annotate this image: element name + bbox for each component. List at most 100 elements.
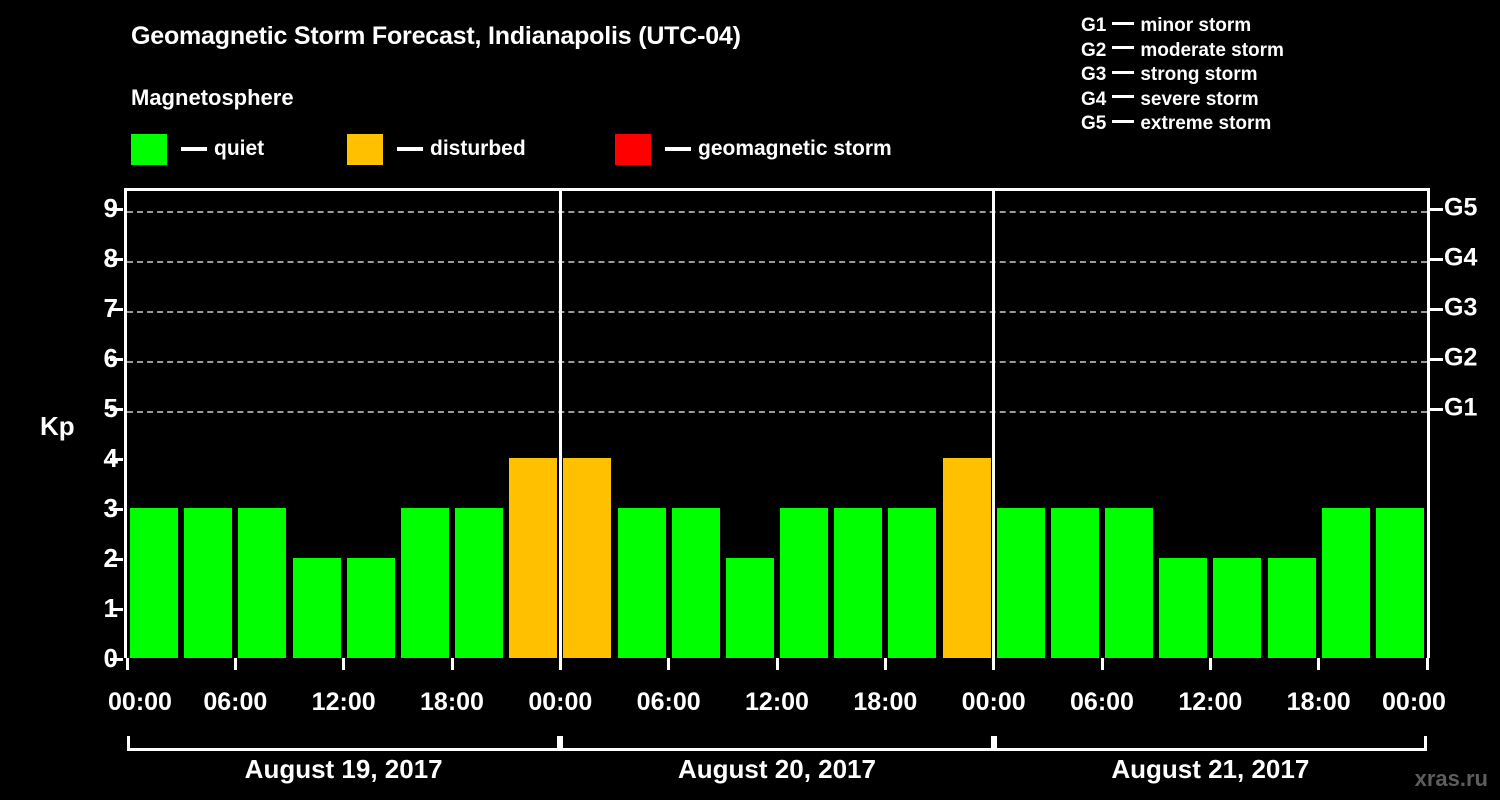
y-tick-4	[110, 458, 123, 461]
y-tick-0	[110, 658, 123, 661]
bar	[563, 458, 612, 658]
day-label-1: August 19, 2017	[244, 754, 443, 784]
legend-dash-icon	[665, 147, 691, 151]
legend-swatch-geomagnetic-storm	[615, 133, 651, 165]
day-bracket-2	[560, 736, 994, 751]
legend-item-disturbed: disturbed	[347, 133, 526, 165]
g-legend-code: G4	[1081, 88, 1107, 110]
g-tick-label-g1: G1	[1444, 393, 1478, 422]
g-legend-desc: minor storm	[1140, 15, 1252, 36]
g-legend-code: G3	[1081, 64, 1107, 85]
x-tick-8	[992, 658, 996, 670]
y-axis-label: Kp	[40, 411, 75, 441]
day-bracket-3	[993, 736, 1427, 751]
day-labels: August 19, 2017 August 20, 2017 August 21,…	[0, 754, 1500, 790]
g-tick-g1	[1430, 408, 1443, 411]
legend-label: quiet	[214, 137, 265, 160]
day-bracket-1	[127, 736, 561, 751]
bar	[1375, 508, 1424, 658]
x-tick-0	[125, 658, 129, 670]
legend-dash-icon	[181, 147, 207, 151]
legend-dash-icon	[397, 147, 423, 151]
x-axis-tick-labels: 00:00 06:00 12:00 18:00 00:00 06:00 12:00 18:00…	[0, 688, 1500, 720]
x-tick-7	[883, 658, 887, 670]
bar	[346, 558, 395, 658]
g-tick-g5	[1430, 208, 1443, 211]
x-tick-label-10: 12:00	[1178, 688, 1243, 716]
x-tick-4	[558, 658, 562, 670]
legend-label: disturbed	[430, 137, 526, 160]
y-tick-5	[110, 408, 123, 411]
g-legend-desc: extreme storm	[1140, 113, 1272, 134]
bar	[130, 508, 179, 658]
gridline-kp-7	[127, 311, 1427, 313]
bar	[1105, 508, 1154, 658]
g-legend-dash-icon	[1112, 46, 1135, 50]
bar	[1267, 558, 1316, 658]
g-legend-dash-icon	[1112, 21, 1135, 25]
g-tick-label-g2: G2	[1444, 343, 1478, 372]
g-legend-code: G1	[1081, 15, 1107, 36]
bar	[942, 458, 991, 658]
x-tick-label-9: 06:00	[1070, 688, 1134, 716]
legend-swatch-quiet	[131, 133, 167, 165]
g-tick-label-g4: G4	[1444, 243, 1478, 272]
watermark: xras.ru	[1414, 766, 1488, 791]
bar	[455, 508, 504, 658]
g-tick-g4	[1430, 258, 1443, 261]
g-legend-row-g4: G4 severe storm	[1081, 88, 1284, 113]
x-tick-label-8: 00:00	[961, 688, 1026, 716]
bar	[1213, 558, 1262, 658]
day-divider-1	[558, 191, 562, 658]
x-tick-12	[1425, 658, 1429, 670]
g-tick-label-g3: G3	[1444, 293, 1478, 322]
g-legend-row-g2: G2 moderate storm	[1081, 39, 1284, 64]
day-brackets	[0, 736, 1500, 752]
gridline-kp-6	[127, 361, 1427, 363]
x-tick-5	[667, 658, 671, 670]
chart-plot-area	[124, 188, 1430, 658]
g-legend-code: G5	[1081, 113, 1107, 134]
x-tick-6	[775, 658, 779, 670]
g-legend-code: G2	[1081, 39, 1107, 61]
g-legend-row-g5: G5 extreme storm	[1081, 112, 1284, 137]
x-tick-label-3: 18:00	[420, 688, 484, 716]
g-legend-desc: severe storm	[1140, 88, 1259, 110]
g-tick-label-g5: G5	[1444, 193, 1478, 222]
x-tick-1	[233, 658, 237, 670]
bar	[1050, 508, 1099, 658]
y-tick-3	[110, 508, 123, 511]
page-title: Geomagnetic Storm Forecast, Indianapolis…	[131, 22, 741, 50]
y-tick-9	[110, 208, 123, 211]
y-tick-8	[110, 258, 123, 261]
x-tick-label-7: 18:00	[853, 688, 918, 716]
gridline-kp-5	[127, 411, 1427, 413]
day-label-2: August 20, 2017	[678, 754, 876, 784]
gridline-kp-9	[127, 211, 1427, 213]
x-tick-9	[1100, 658, 1104, 670]
day-label-3: August 21, 2017	[1111, 754, 1310, 784]
g-tick-g2	[1430, 358, 1443, 361]
bar	[996, 508, 1045, 658]
x-tick-label-1: 06:00	[203, 688, 268, 716]
x-tick-11	[1317, 658, 1321, 670]
x-tick-label-4: 00:00	[528, 688, 593, 716]
gridline-kp-8	[127, 261, 1427, 263]
bar	[780, 508, 829, 658]
g-legend-dash-icon	[1112, 119, 1135, 123]
x-tick-2	[342, 658, 346, 670]
bar	[671, 508, 720, 658]
g-tick-g3	[1430, 308, 1443, 311]
g-legend-row-g1: G1 minor storm	[1081, 14, 1284, 39]
legend-item-quiet: quiet	[131, 133, 264, 165]
bar	[617, 508, 666, 658]
bar	[888, 508, 937, 658]
bar	[725, 558, 774, 658]
g-axis-tick-labels: G1 G2 G3 G4 G5	[1444, 188, 1500, 658]
legend-label: geomagnetic storm	[698, 137, 892, 160]
bar	[1159, 558, 1208, 658]
x-tick-label-6: 12:00	[745, 688, 809, 716]
x-tick-label-5: 06:00	[636, 688, 701, 716]
x-tick-label-0: 00:00	[108, 688, 172, 716]
